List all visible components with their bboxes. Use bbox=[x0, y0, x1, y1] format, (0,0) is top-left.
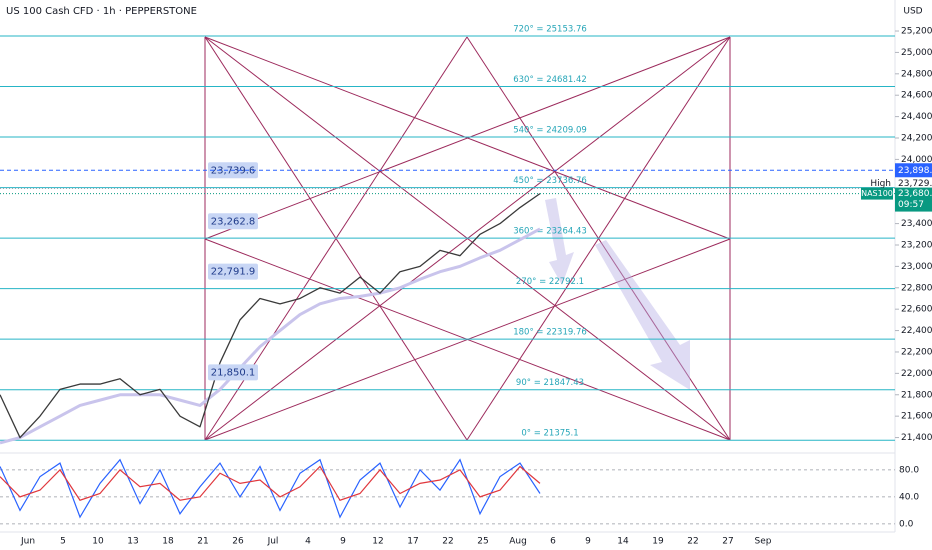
high-text: High bbox=[870, 179, 891, 189]
level-label: 540° = 24209.09 bbox=[513, 126, 587, 136]
osc-tick-label: 40.0 bbox=[899, 492, 919, 502]
level-label: 450° = 23736.76 bbox=[513, 176, 587, 186]
price-line bbox=[0, 193, 541, 439]
y-tick-label: 24,200.0 bbox=[901, 134, 932, 144]
y-tick-label: 21,400.0 bbox=[901, 433, 932, 443]
x-tick-label: 25 bbox=[477, 537, 488, 547]
x-tick-label: 13 bbox=[127, 537, 138, 547]
y-tick-label: 21,600.0 bbox=[901, 412, 932, 422]
price-box-label: 23,262.8 bbox=[211, 216, 256, 227]
x-tick-label: 9 bbox=[340, 537, 346, 547]
y-tick-label: 24,000.0 bbox=[901, 155, 932, 165]
high-label: 23,729.5 bbox=[898, 179, 932, 189]
y-tick-label: 22,200.0 bbox=[901, 347, 932, 357]
y-tick-label: 22,000.0 bbox=[901, 369, 932, 379]
x-tick-label: 21 bbox=[197, 537, 208, 547]
countdown: 09:57 bbox=[898, 200, 924, 210]
level-label: 360° = 23264.43 bbox=[513, 227, 587, 237]
y-tick-label: 25,000.0 bbox=[901, 48, 932, 58]
x-tick-label: 6 bbox=[550, 537, 556, 547]
symbol-label: NAS100 bbox=[861, 189, 893, 198]
level-label: 270° = 22792.1 bbox=[516, 277, 584, 287]
x-tick-label: 27 bbox=[722, 537, 733, 547]
level-label: 0° = 21375.1 bbox=[521, 429, 578, 439]
x-tick-label: 22 bbox=[442, 537, 453, 547]
price-box-label: 21,850.1 bbox=[211, 367, 256, 378]
x-tick-label: 12 bbox=[372, 537, 383, 547]
y-tick-label: 23,000.0 bbox=[901, 262, 932, 272]
x-tick-label: Sep bbox=[755, 537, 772, 547]
y-tick-label: 21,800.0 bbox=[901, 390, 932, 400]
chart-title: US 100 Cash CFD · 1h · PEPPERSTONE bbox=[6, 6, 197, 17]
x-tick-label: Aug bbox=[509, 537, 527, 547]
x-tick-label: 17 bbox=[407, 537, 418, 547]
currency: USD bbox=[903, 7, 922, 17]
price-tag-label: 23,898.5 bbox=[898, 166, 932, 176]
last-label: 23,680.6 bbox=[898, 189, 932, 199]
price-box-label: 22,791.9 bbox=[211, 267, 256, 278]
price-box bbox=[208, 263, 258, 280]
x-tick-label: 9 bbox=[585, 537, 591, 547]
x-tick-label: Jul bbox=[267, 537, 279, 547]
forecast-arrows bbox=[545, 198, 690, 390]
y-tick-label: 24,600.0 bbox=[901, 91, 932, 101]
osc-tick-label: 0.0 bbox=[899, 519, 914, 529]
x-tick-label: 10 bbox=[92, 537, 104, 547]
x-tick-label: 14 bbox=[617, 537, 629, 547]
price-tag bbox=[895, 163, 932, 178]
x-tick-label: Jun bbox=[20, 537, 35, 547]
y-tick-label: 25,200.0 bbox=[901, 27, 932, 37]
level-label: 630° = 24681.42 bbox=[513, 75, 587, 85]
y-tick-label: 22,800.0 bbox=[901, 283, 932, 293]
y-tick-label: 23,200.0 bbox=[901, 240, 932, 250]
moving-average bbox=[0, 227, 541, 445]
y-tick-label: 22,400.0 bbox=[901, 326, 932, 336]
level-label: 180° = 22319.76 bbox=[513, 328, 587, 338]
x-tick-label: 22 bbox=[687, 537, 698, 547]
last-tag bbox=[895, 187, 932, 212]
y-tick-label: 24,400.0 bbox=[901, 112, 932, 122]
x-tick-label: 19 bbox=[652, 537, 664, 547]
osc-line bbox=[0, 465, 541, 501]
level-label: 720° = 25153.76 bbox=[513, 24, 587, 34]
y-tick-label: 24,800.0 bbox=[901, 69, 932, 79]
y-tick-label: 22,600.0 bbox=[901, 305, 932, 315]
level-label: 90° = 21847.43 bbox=[516, 378, 584, 388]
price-box bbox=[208, 364, 258, 381]
symbol-tag bbox=[861, 187, 893, 200]
x-tick-label: 4 bbox=[305, 537, 311, 547]
x-tick-label: 18 bbox=[162, 537, 174, 547]
y-tick-label: 23,400.0 bbox=[901, 219, 932, 229]
osc-tick-label: 80.0 bbox=[899, 465, 919, 475]
x-tick-label: 5 bbox=[60, 537, 66, 547]
price-box bbox=[208, 213, 258, 230]
x-tick-label: 26 bbox=[232, 537, 244, 547]
